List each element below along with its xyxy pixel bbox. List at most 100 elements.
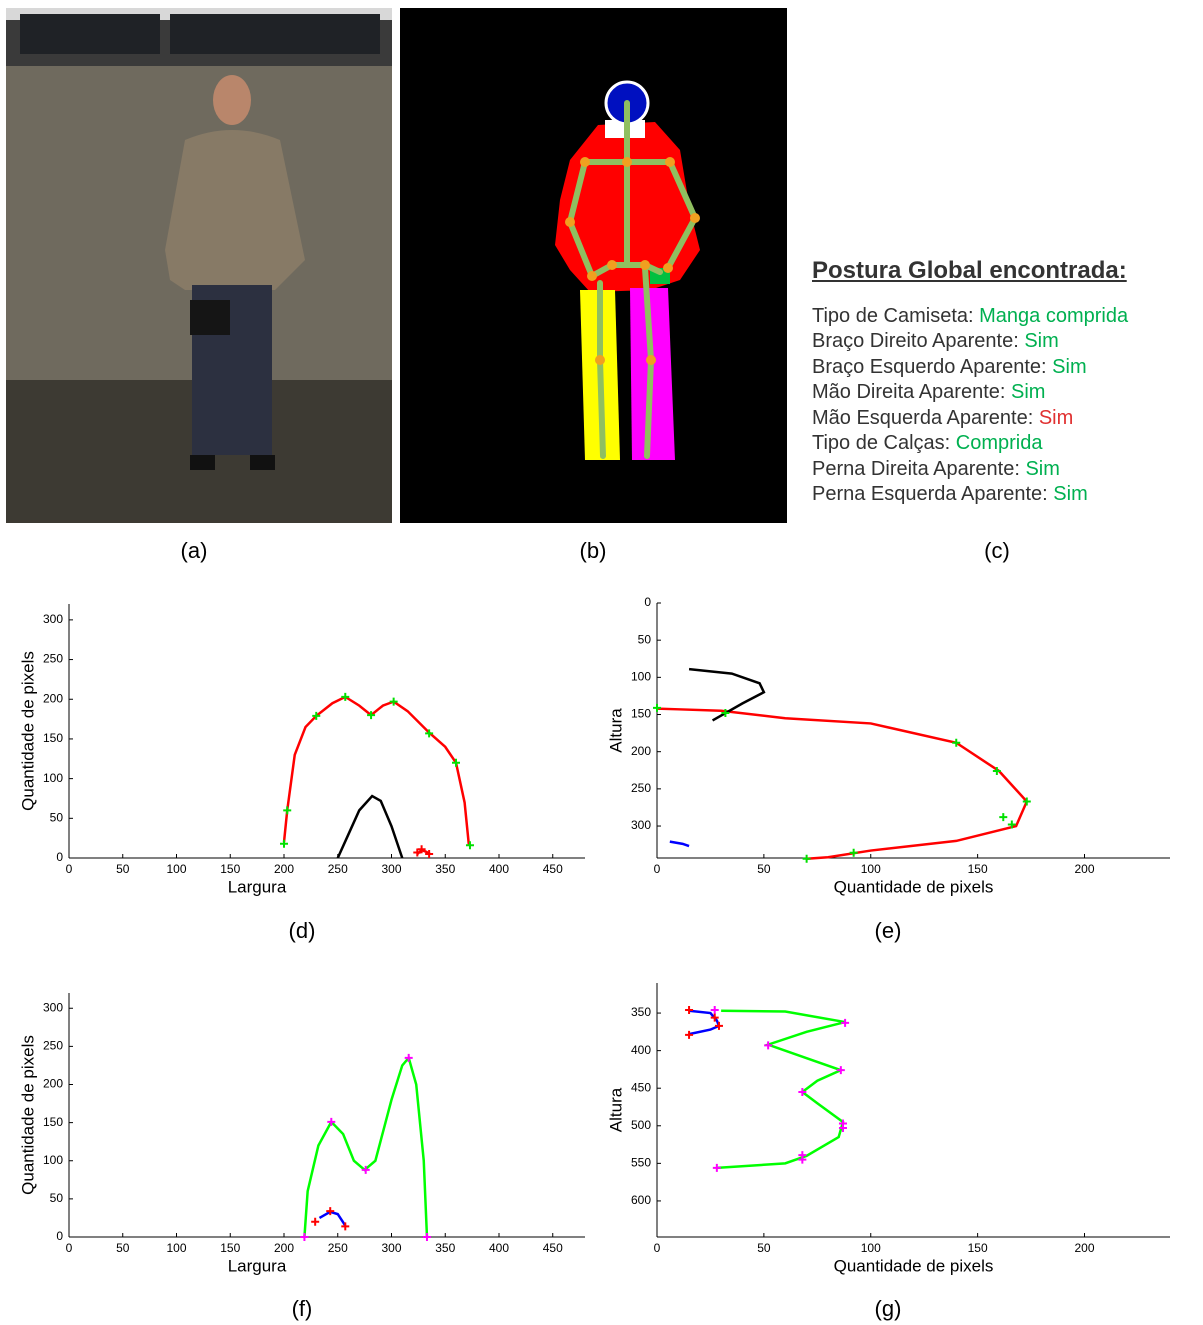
caption: (a) — [181, 538, 208, 563]
x-tick-label: 200 — [1074, 1241, 1094, 1255]
posture-item: Braço Direito Aparente: Sim — [812, 329, 1128, 355]
marker — [653, 704, 661, 712]
y-tick-label: 50 — [638, 632, 652, 646]
item-label: Braço Esquerdo Aparente: — [812, 356, 1047, 378]
item-value: Sim — [1052, 356, 1086, 378]
marker — [850, 849, 858, 857]
curve — [338, 796, 403, 858]
posture-item: Perna Direita Aparente: Sim — [812, 457, 1128, 483]
x-tick-label: 100 — [861, 862, 881, 876]
marker — [423, 1233, 431, 1241]
marker — [280, 840, 288, 848]
photo — [6, 8, 392, 523]
caption: (f) — [292, 1296, 313, 1321]
item-label: Tipo de Calças: — [812, 432, 950, 454]
y-tick-label: 300 — [43, 1000, 63, 1014]
x-tick-label: 450 — [543, 862, 563, 876]
item-value: Sim — [1011, 381, 1045, 403]
y-tick-label: 450 — [631, 1080, 651, 1094]
marker — [283, 806, 291, 814]
y-axis-label: Altura — [606, 1087, 625, 1132]
item-value: Sim — [1025, 458, 1059, 480]
marker — [715, 1022, 723, 1030]
item-label: Mão Direita Aparente: — [812, 381, 1005, 403]
x-tick-label: 0 — [654, 1241, 661, 1255]
item-label: Braço Direito Aparente: — [812, 330, 1019, 352]
y-tick-label: 200 — [43, 691, 63, 705]
x-tick-label: 150 — [220, 862, 240, 876]
y-tick-label: 250 — [43, 652, 63, 666]
item-label: Mão Esquerda Aparente: — [812, 407, 1033, 429]
y-tick-label: 200 — [43, 1077, 63, 1091]
x-tick-label: 350 — [435, 1241, 455, 1255]
posture-item: Tipo de Camiseta: Manga comprida — [812, 304, 1128, 330]
y-tick-label: 400 — [631, 1043, 651, 1057]
marker — [685, 1031, 693, 1039]
segmentation — [400, 8, 787, 523]
curve — [670, 842, 689, 846]
y-tick-label: 100 — [631, 670, 651, 684]
x-tick-label: 0 — [66, 1241, 73, 1255]
y-tick-label: 150 — [631, 707, 651, 721]
figure-canvas: (a) (b) (c) (d) (e) (f) (g) 050100150200… — [0, 0, 1203, 1325]
x-axis-label: Quantidade de pixels — [834, 877, 994, 896]
marker — [300, 1233, 308, 1241]
posture-item: Mão Direita Aparente: Sim — [812, 380, 1128, 406]
posture-panel: Postura Global encontrada: Tipo de Camis… — [812, 258, 1128, 508]
x-tick-label: 250 — [328, 862, 348, 876]
y-axis-label: Quantidade de pixels — [18, 1035, 37, 1195]
curve — [319, 1212, 345, 1226]
posture-item: Braço Esquerdo Aparente: Sim — [812, 355, 1128, 381]
posture-item: Tipo de Calças: Comprida — [812, 431, 1128, 457]
x-tick-label: 50 — [757, 1241, 771, 1255]
caption: (c) — [984, 538, 1010, 563]
y-tick-label: 0 — [56, 850, 63, 864]
marker — [999, 813, 1007, 821]
item-label: Tipo de Camiseta: — [812, 305, 974, 327]
x-tick-label: 100 — [166, 862, 186, 876]
y-tick-label: 250 — [631, 781, 651, 795]
y-tick-label: 150 — [43, 731, 63, 745]
y-tick-label: 250 — [43, 1039, 63, 1053]
x-tick-label: 250 — [328, 1241, 348, 1255]
caption: (b) — [580, 538, 607, 563]
x-tick-label: 100 — [166, 1241, 186, 1255]
y-tick-label: 150 — [43, 1115, 63, 1129]
x-tick-label: 400 — [489, 862, 509, 876]
x-tick-label: 200 — [1074, 862, 1094, 876]
marker — [311, 1218, 319, 1226]
item-value: Comprida — [956, 432, 1043, 454]
y-tick-label: 0 — [644, 595, 651, 609]
y-tick-label: 300 — [43, 612, 63, 626]
y-axis-label: Altura — [606, 708, 625, 753]
marker — [713, 1164, 721, 1172]
curve — [657, 709, 1027, 859]
y-axis-label: Quantidade de pixels — [18, 651, 37, 811]
y-tick-label: 500 — [631, 1118, 651, 1132]
curve — [304, 1058, 427, 1237]
x-axis-label: Quantidade de pixels — [834, 1256, 994, 1275]
figure: (a) (b) (c) (d) (e) (f) (g) 050100150200… — [0, 0, 1203, 1325]
y-tick-label: 50 — [50, 810, 64, 824]
y-tick-label: 350 — [631, 1005, 651, 1019]
x-tick-label: 0 — [66, 862, 73, 876]
x-tick-label: 100 — [861, 1241, 881, 1255]
x-tick-label: 300 — [381, 862, 401, 876]
x-tick-label: 50 — [116, 862, 130, 876]
y-tick-label: 50 — [50, 1191, 64, 1205]
marker — [711, 1006, 719, 1014]
marker — [466, 841, 474, 849]
caption: (d) — [289, 918, 316, 943]
x-tick-label: 150 — [968, 862, 988, 876]
item-label: Perna Direita Aparente: — [812, 458, 1020, 480]
x-tick-label: 50 — [116, 1241, 130, 1255]
item-value: Sim — [1053, 483, 1087, 505]
posture-item: Perna Esquerda Aparente: Sim — [812, 482, 1128, 508]
x-tick-label: 400 — [489, 1241, 509, 1255]
x-tick-label: 200 — [274, 862, 294, 876]
x-tick-label: 300 — [381, 1241, 401, 1255]
y-tick-label: 100 — [43, 1153, 63, 1167]
y-tick-label: 200 — [631, 744, 651, 758]
x-tick-label: 150 — [220, 1241, 240, 1255]
y-tick-label: 600 — [631, 1193, 651, 1207]
